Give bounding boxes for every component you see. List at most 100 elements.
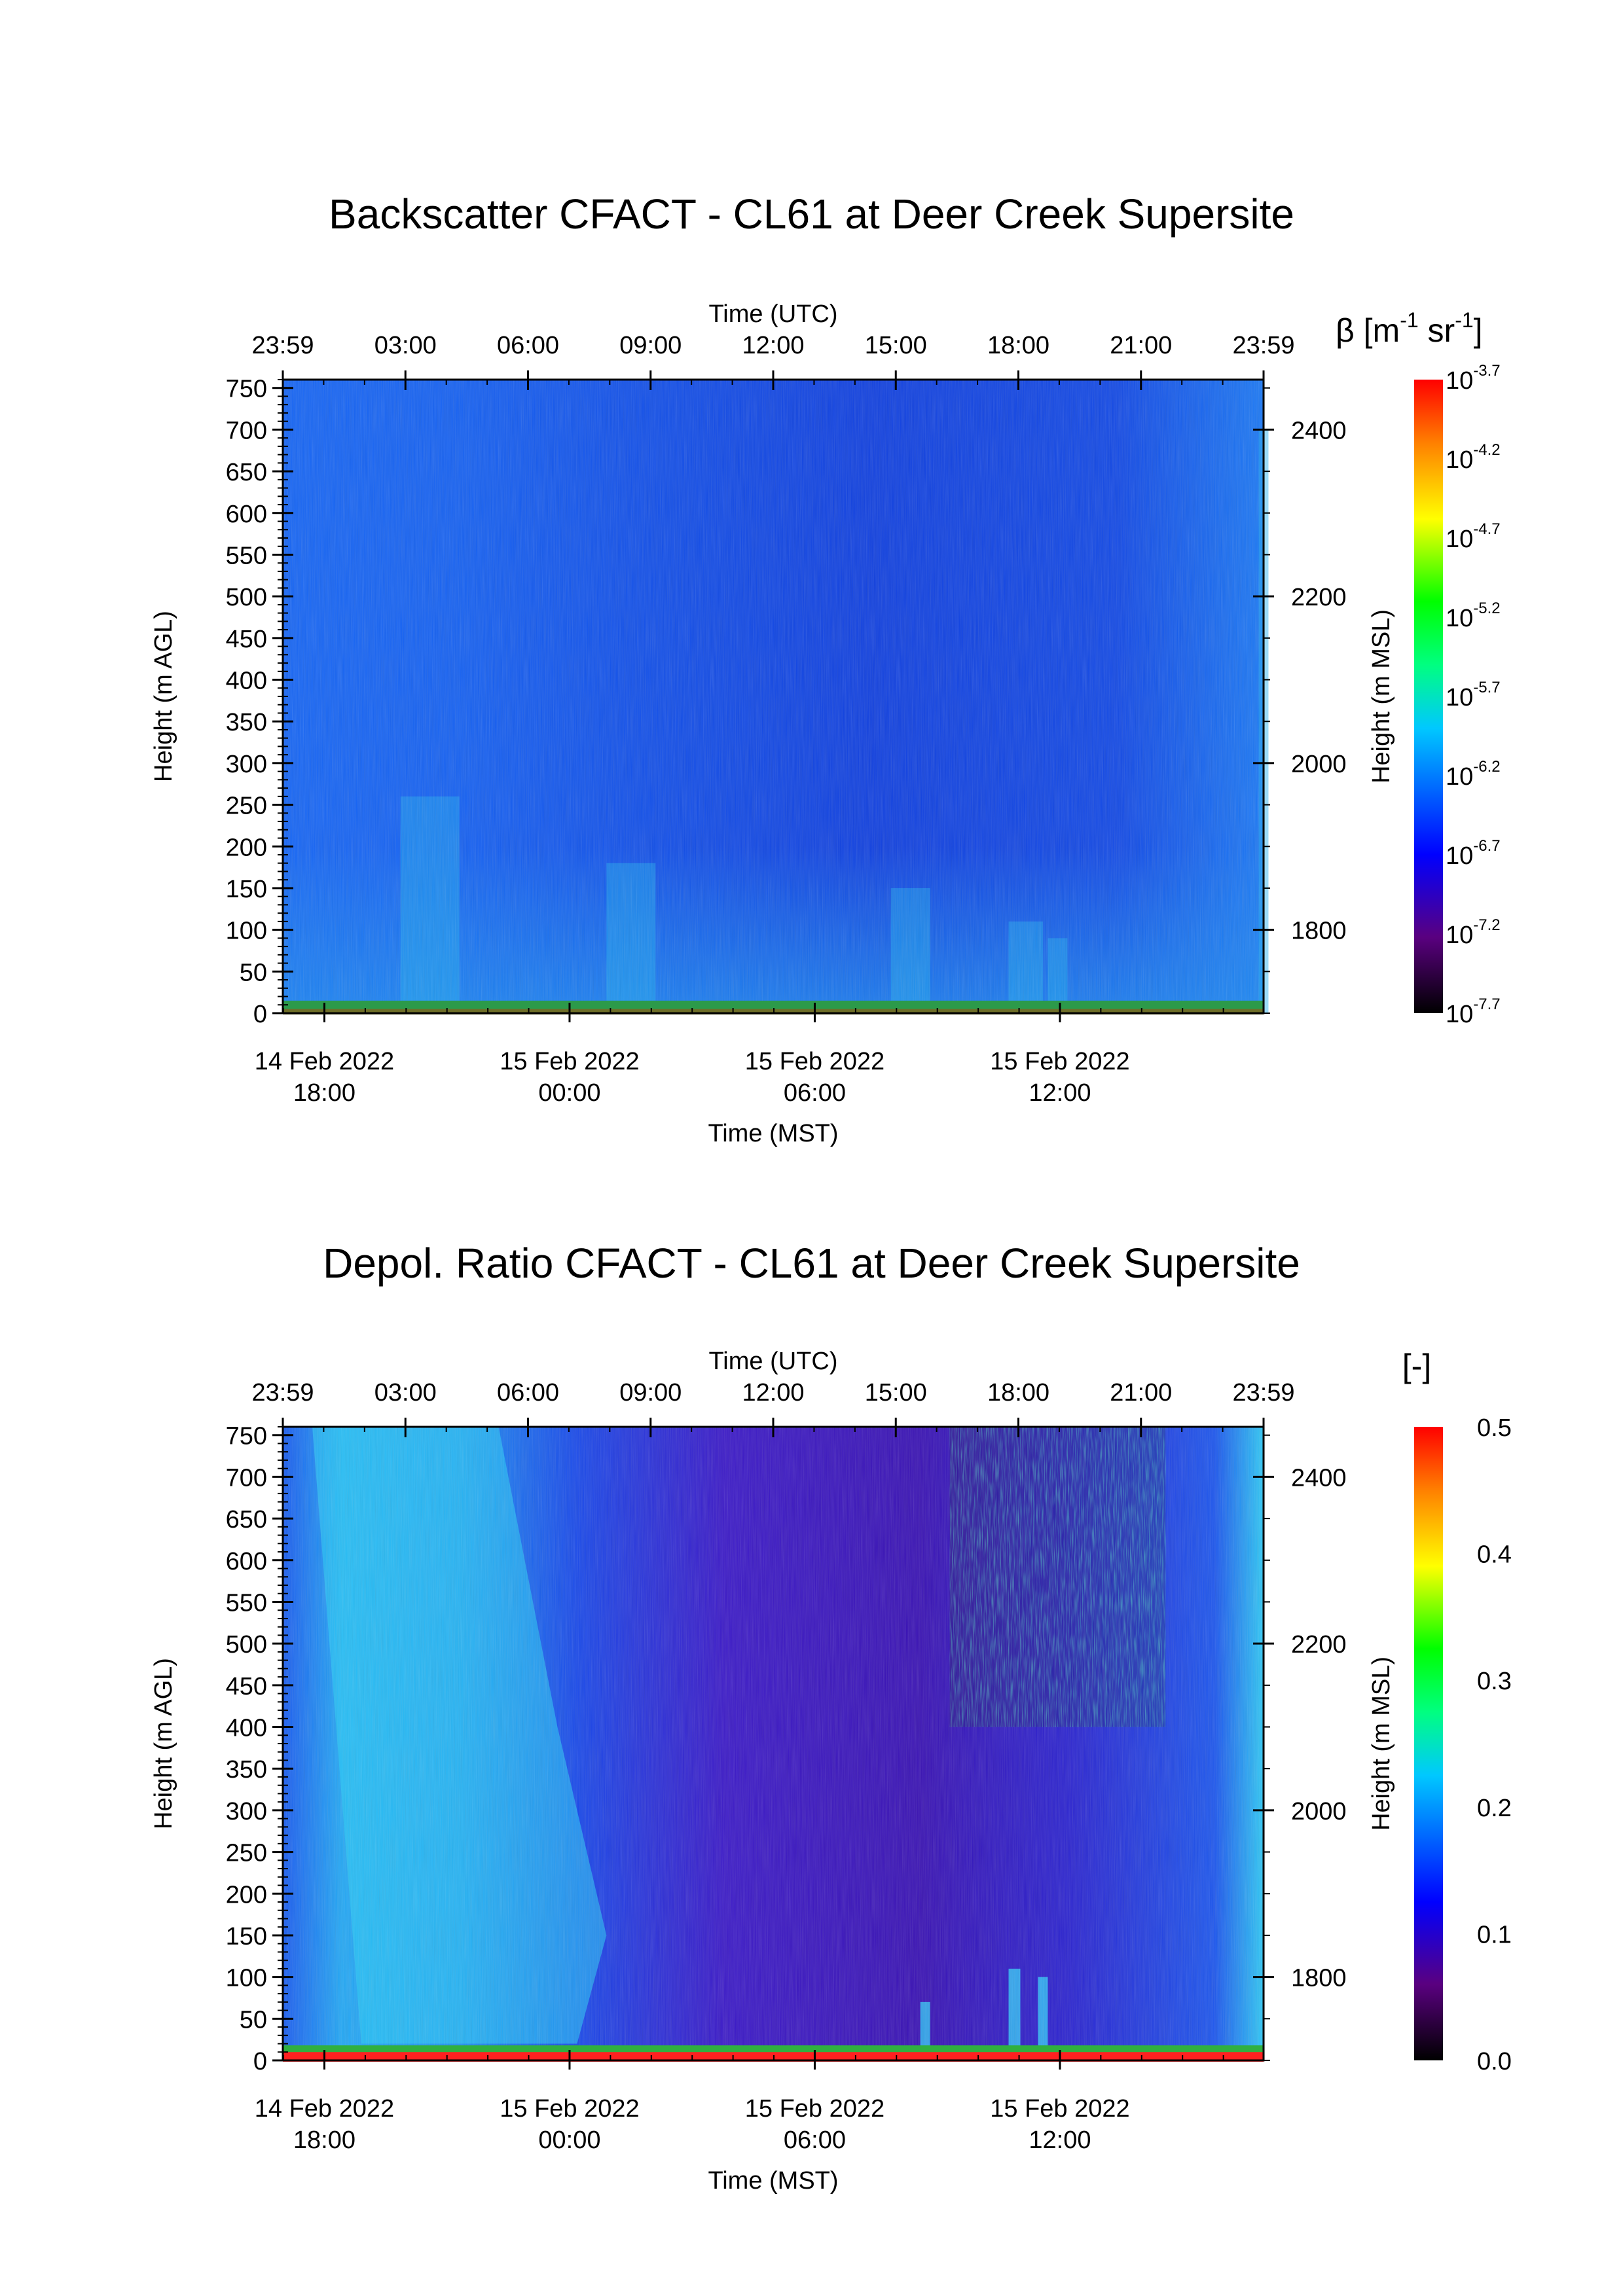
y-tick-label: 150 — [226, 1923, 267, 1950]
colorbar-tick-label: 10-6.7 — [1446, 837, 1501, 870]
colorbar-tick-exponent: -4.7 — [1473, 520, 1500, 538]
colorbar-tick-exponent: -6.2 — [1473, 758, 1500, 776]
bottom-x-time-label: 12:00 — [1029, 2126, 1091, 2154]
colorbar-tick-label: 0.0 — [1477, 2048, 1512, 2075]
colorbar-label-part: -1 — [1455, 308, 1473, 332]
y-tick-label: 300 — [226, 1798, 267, 1825]
top-x-tick-label: 23:59 — [251, 1379, 314, 1407]
y-tick-label: 650 — [226, 1506, 267, 1534]
top-x-tick-label: 21:00 — [1110, 1379, 1172, 1407]
y-axis-label: Height (m AGL) — [150, 611, 177, 782]
heatmap-texture — [283, 380, 1264, 1013]
colorbar-tick-label: 10-4.7 — [1446, 520, 1501, 553]
top-x-axis-label: Time (UTC) — [709, 1348, 838, 1375]
bottom-x-time-label: 00:00 — [538, 2126, 600, 2154]
top-x-tick-label: 18:00 — [987, 332, 1049, 359]
y-tick-label: 50 — [240, 2006, 267, 2034]
y-tick-label: 250 — [226, 793, 267, 820]
y-tick-label: 450 — [226, 1673, 267, 1700]
colorbar-tick-base: 10 — [1446, 526, 1473, 553]
top-x-axis-label: Time (UTC) — [709, 300, 838, 328]
bottom-x-date-label: 15 Feb 2022 — [745, 1048, 884, 1075]
y-tick-label: 450 — [226, 626, 267, 653]
top-x-tick-label: 23:59 — [251, 332, 314, 359]
y-tick-label: 750 — [226, 1423, 267, 1450]
bottom-x-time-label: 18:00 — [293, 2126, 356, 2154]
top-x-tick-label: 09:00 — [619, 1379, 682, 1407]
colorbar-tick-exponent: -5.7 — [1473, 679, 1500, 696]
bottom-x-time-label: 18:00 — [293, 1079, 356, 1107]
y2-tick-label: 2200 — [1291, 1631, 1347, 1659]
bottom-x-time-label: 00:00 — [538, 1079, 600, 1107]
bottom-x-time-label: 06:00 — [784, 2126, 846, 2154]
colorbar-label-part: β [m — [1336, 312, 1400, 349]
y-tick-label: 200 — [226, 834, 267, 861]
top-x-tick-label: 03:00 — [374, 332, 437, 359]
colorbar-tick-base: 10 — [1446, 605, 1473, 632]
top-x-tick-label: 23:59 — [1232, 332, 1294, 359]
y-tick-label: 0 — [253, 1001, 267, 1028]
bottom-x-date-label: 14 Feb 2022 — [255, 1048, 394, 1075]
bottom-x-date-label: 15 Feb 2022 — [990, 1048, 1129, 1075]
bottom-x-date-label: 15 Feb 2022 — [990, 2095, 1129, 2123]
colorbar-tick-base: 10 — [1446, 446, 1473, 474]
bottom-x-date-label: 14 Feb 2022 — [255, 2095, 394, 2123]
colorbar-tick-exponent: -6.7 — [1473, 837, 1500, 855]
top-x-tick-label: 12:00 — [742, 332, 804, 359]
colorbar-label: [-] — [1402, 1348, 1431, 1384]
colorbar-label-part: -1 — [1400, 308, 1418, 332]
y-tick-label: 600 — [226, 1548, 267, 1575]
y-tick-label: 350 — [226, 709, 267, 736]
heatmap-field — [283, 1427, 1264, 2062]
y-tick-label: 600 — [226, 501, 267, 528]
bottom-x-date-label: 15 Feb 2022 — [500, 2095, 639, 2123]
colorbar-label-part: sr — [1419, 312, 1455, 349]
y2-tick-label: 2200 — [1291, 584, 1347, 611]
y2-tick-label: 1800 — [1291, 918, 1347, 945]
y-tick-label: 400 — [226, 668, 267, 695]
colorbar-tick-exponent: -7.7 — [1473, 996, 1500, 1013]
bottom-x-time-label: 06:00 — [784, 1079, 846, 1107]
top-x-tick-label: 15:00 — [865, 1379, 927, 1407]
top-x-tick-label: 06:00 — [497, 332, 559, 359]
heatmap-texture — [283, 1427, 1264, 2060]
colorbar-tick-label: 10-7.7 — [1446, 996, 1501, 1028]
y2-tick-label: 1800 — [1291, 1965, 1347, 1992]
y-tick-label: 750 — [226, 376, 267, 403]
top-x-tick-label: 03:00 — [374, 1379, 437, 1407]
y2-tick-label: 2000 — [1291, 751, 1347, 778]
y-tick-label: 350 — [226, 1756, 267, 1784]
colorbar-tick-base: 10 — [1446, 922, 1473, 949]
y-tick-label: 500 — [226, 584, 267, 611]
y-tick-label: 100 — [226, 1965, 267, 1992]
top-x-tick-label: 21:00 — [1110, 332, 1172, 359]
y2-tick-label: 2400 — [1291, 1464, 1347, 1492]
colorbar-tick-base: 10 — [1446, 1001, 1473, 1028]
depol-chart-title: Depol. Ratio CFACT - CL61 at Deer Creek … — [323, 1240, 1300, 1287]
colorbar-tick-label: 0.3 — [1477, 1668, 1512, 1695]
colorbar-tick-base: 10 — [1446, 367, 1473, 395]
colorbar-tick-exponent: -3.7 — [1473, 362, 1500, 380]
top-x-tick-label: 09:00 — [619, 332, 682, 359]
colorbar — [1414, 1427, 1443, 2060]
y-tick-label: 500 — [226, 1631, 267, 1659]
y-tick-label: 650 — [226, 459, 267, 486]
colorbar-tick-label: 10-4.2 — [1446, 441, 1501, 474]
y-tick-label: 700 — [226, 1464, 267, 1492]
top-x-tick-label: 15:00 — [865, 332, 927, 359]
y2-tick-label: 2400 — [1291, 417, 1347, 444]
y-tick-label: 0 — [253, 2048, 267, 2075]
y2-tick-label: 2000 — [1291, 1798, 1347, 1825]
y-tick-label: 700 — [226, 417, 267, 444]
y-tick-label: 550 — [226, 542, 267, 569]
colorbar-label-part: ] — [1474, 312, 1483, 349]
colorbar-tick-base: 10 — [1446, 684, 1473, 711]
backscatter-chart-title: Backscatter CFACT - CL61 at Deer Creek S… — [329, 190, 1294, 238]
colorbar — [1414, 380, 1443, 1013]
y-tick-label: 100 — [226, 918, 267, 945]
chart-1: 0 50 100 150 200 250 300 350 400 450 500 550 600 650 7… — [150, 1348, 1512, 2195]
y-tick-label: 550 — [226, 1589, 267, 1617]
colorbar-tick-label: 0.1 — [1477, 1921, 1512, 1948]
colorbar-tick-base: 10 — [1446, 763, 1473, 791]
